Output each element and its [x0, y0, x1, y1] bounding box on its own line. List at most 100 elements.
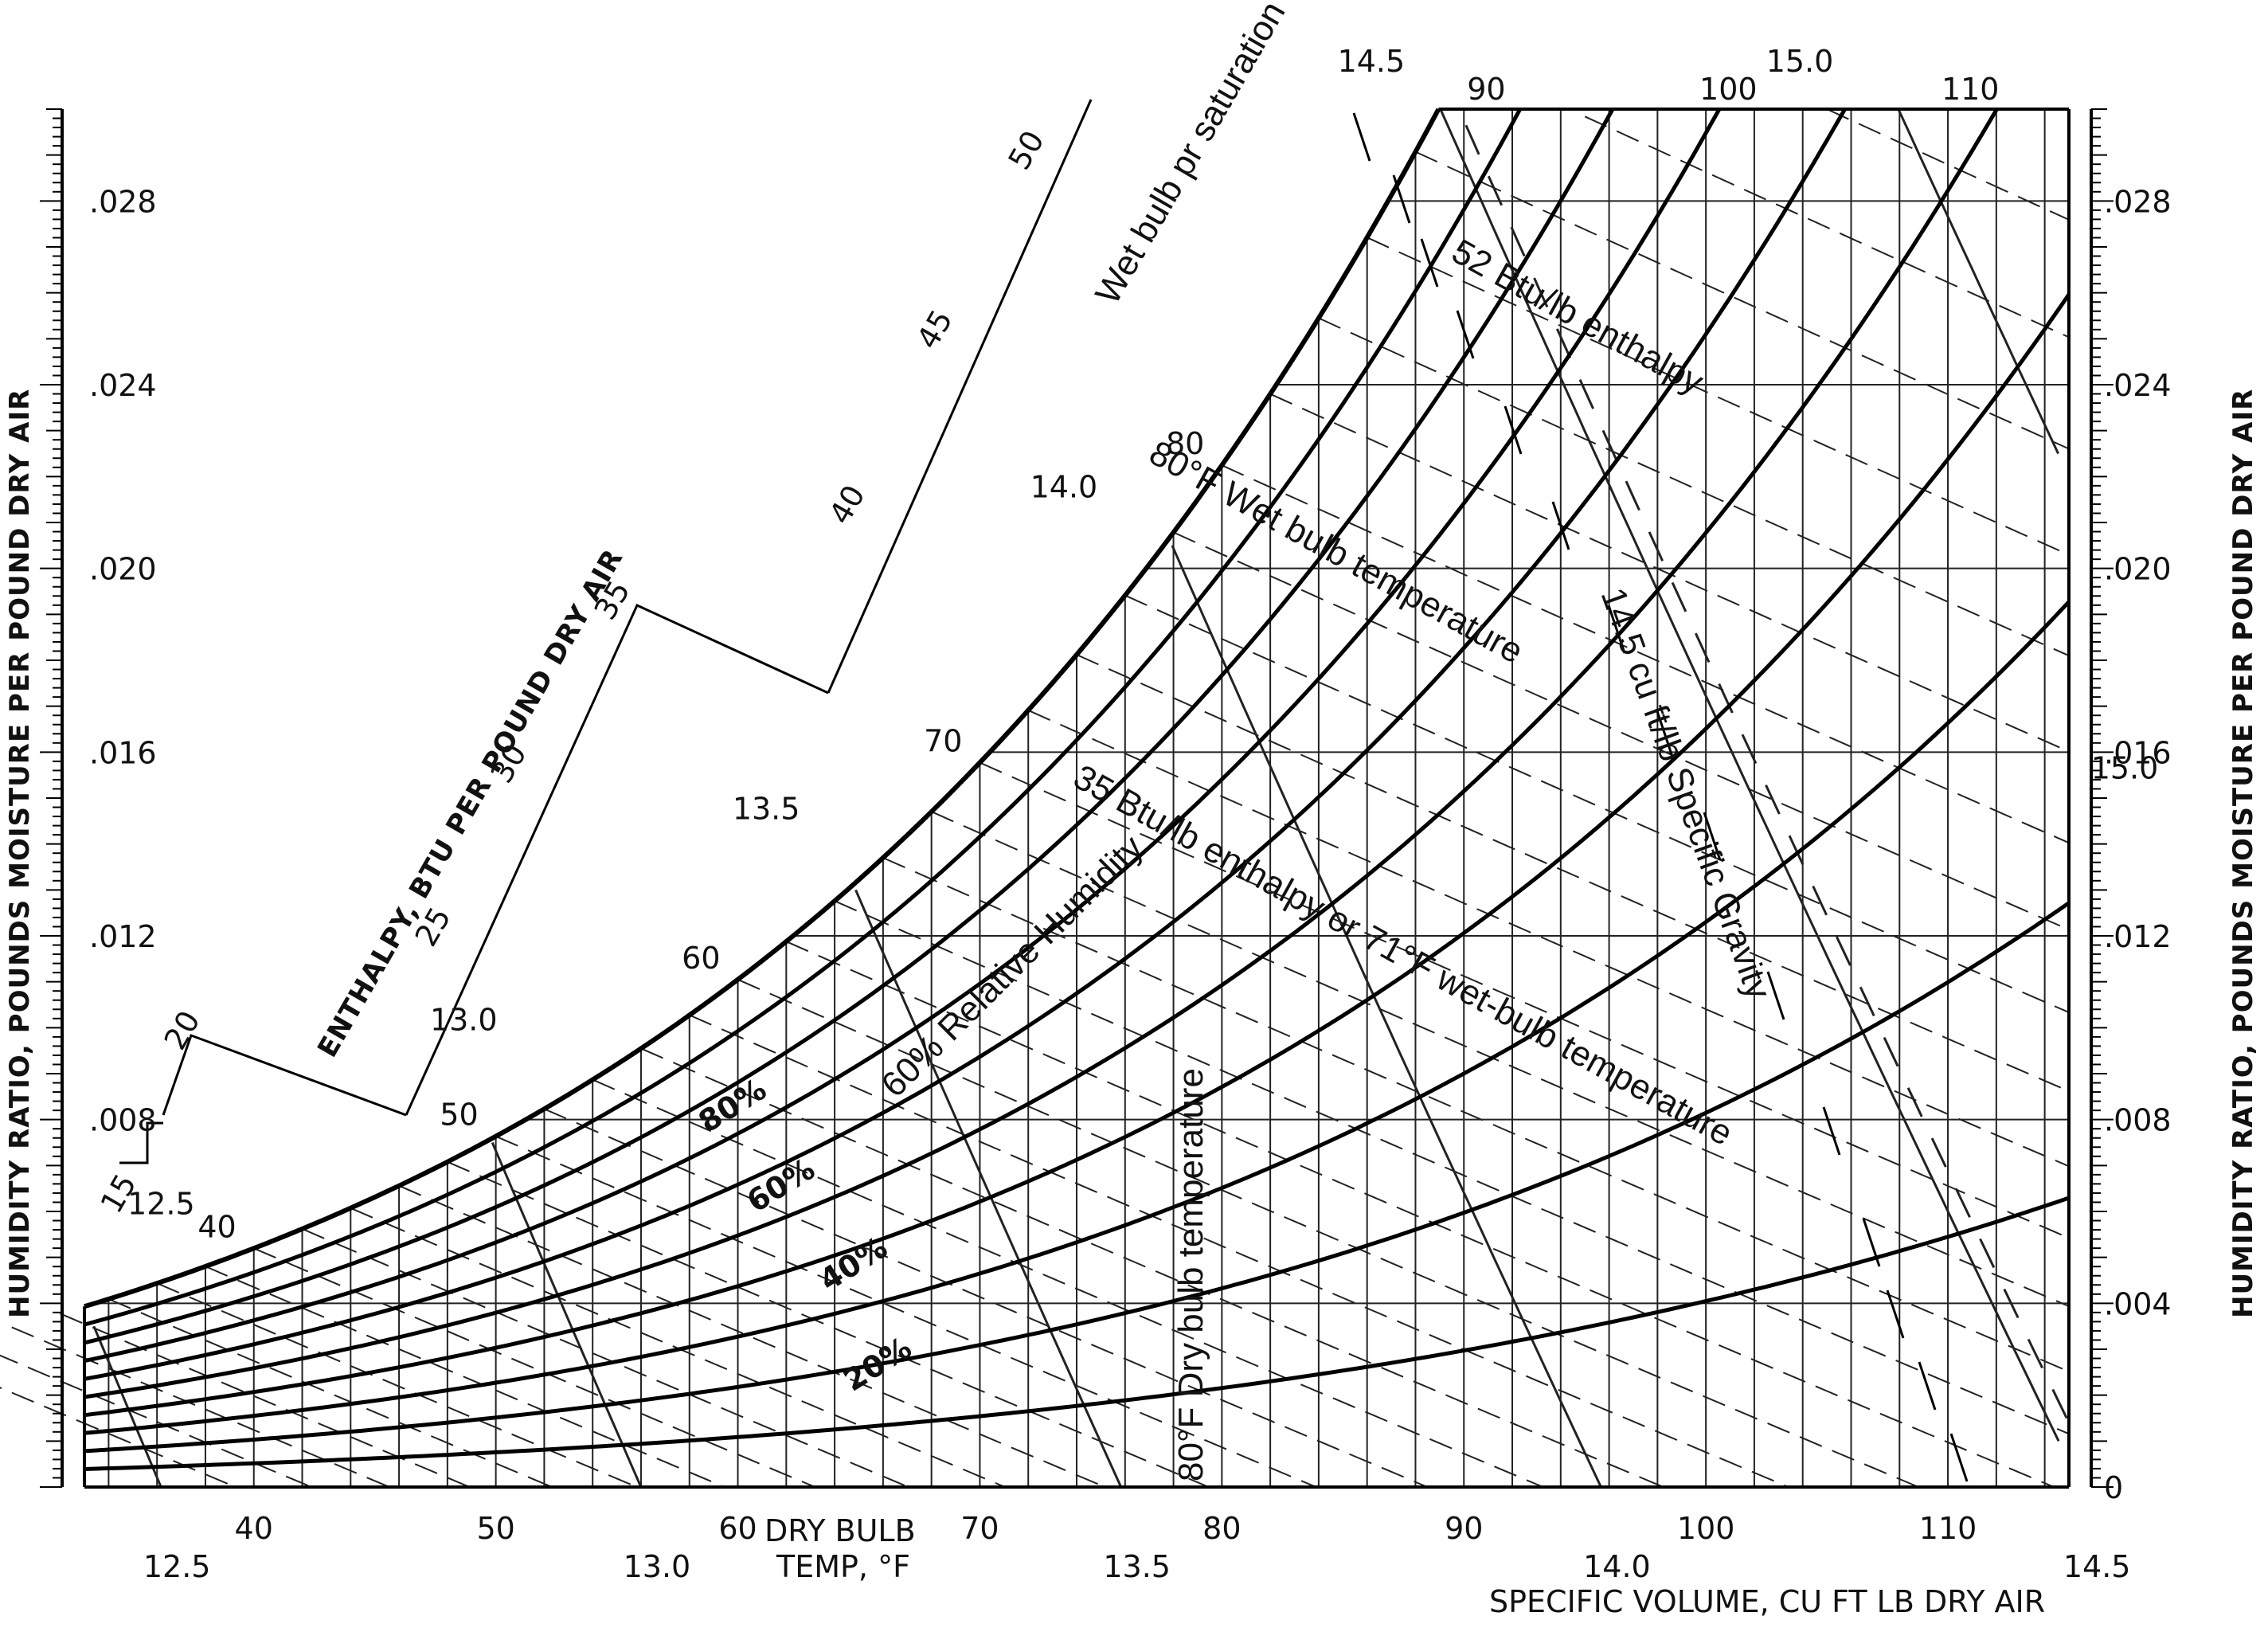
slash-mark: [1551, 501, 1570, 550]
wet-bulb-line: [737, 978, 1919, 1488]
wet-bulb-line: [1584, 115, 2070, 339]
wet-bulb-line: [11, 1326, 390, 1488]
wet-bulb-line: [1076, 654, 2070, 1092]
y-tick-left: .028: [89, 184, 157, 219]
volume-tick-bottom: 14.5: [2063, 1549, 2131, 1584]
rh-curve-30: [84, 600, 2071, 1435]
x-tick-label: 90: [1445, 1511, 1483, 1546]
specific-volume-line: [92, 1325, 162, 1488]
wet-bulb-line: [156, 1282, 638, 1488]
x-tick-label: 60: [718, 1511, 757, 1546]
wet-bulb-line: [1124, 594, 2070, 1014]
x-tick-label: 110: [1919, 1511, 1977, 1546]
rh-curves: [84, 108, 2071, 1471]
wet-bulb-line: [931, 811, 2070, 1308]
volume-tick-inline: 13.5: [733, 791, 800, 826]
slash-mark: [1655, 708, 1674, 757]
rh-curve-90: [84, 108, 1522, 1327]
wet-bulb-label: 40: [197, 1209, 236, 1244]
volume-tick-bottom: 13.5: [1103, 1549, 1171, 1584]
volume-tick-inline: 14.0: [1030, 470, 1098, 505]
y-tick-right: .028: [2104, 184, 2172, 219]
slash-mark: [1420, 238, 1439, 288]
slash-mark: [1607, 605, 1626, 654]
specific-volume-line: [1457, 108, 2068, 1419]
wet-bulb-label: 50: [440, 1098, 478, 1133]
wet-bulb-line: [253, 1247, 815, 1488]
slash-mark: [1949, 1433, 1969, 1482]
enthalpy-ruler: [827, 99, 1093, 694]
y-tick-right: .012: [2104, 919, 2172, 954]
x-tick-label: 70: [960, 1511, 999, 1546]
wet-bulb-line: [1027, 709, 2070, 1168]
wet-bulb-label: 80: [1166, 426, 1204, 461]
volume-tick-inline: 12.5: [127, 1186, 195, 1221]
wet-bulb-line: [1367, 237, 2070, 556]
specific-volume-line: [1439, 108, 2060, 1442]
y-tick-right: .020: [2104, 552, 2172, 587]
wet-bulb-line: [1221, 464, 2070, 844]
y-tick-right: 0: [2104, 1470, 2123, 1505]
wet-bulb-line: [834, 900, 2070, 1435]
specific-volume-line: [1171, 545, 1602, 1488]
wet-bulb-line: [640, 1047, 1664, 1488]
wet-bulb-line: [108, 1298, 553, 1488]
y-tick-left: .024: [89, 368, 157, 403]
rh-curve-10: [84, 1196, 2070, 1471]
volume-tick-bottom: 13.0: [624, 1549, 691, 1584]
x-tick-label: 40: [235, 1511, 273, 1546]
rh-curve-60: [84, 108, 1847, 1381]
annotation-drybulb80: 80°F Dry bulb temperature: [1171, 1068, 1210, 1481]
y-tick-right: .024: [2104, 368, 2172, 403]
wet-bulb-line: [60, 1313, 470, 1488]
enthalpy-ruler: [405, 604, 829, 1116]
slash-mark: [1918, 1361, 1937, 1411]
volume-tick-inline: 14.5: [1338, 44, 1406, 79]
wet-bulb-line: [447, 1160, 1210, 1488]
y-axis-title-right: HUMIDITY RATIO, POUNDS MOISTURE PER POUN…: [2227, 389, 2259, 1318]
wet-bulb-label: 70: [924, 723, 962, 758]
y-tick-left: .008: [89, 1103, 157, 1138]
wet-bulb-line: [882, 857, 2070, 1372]
slash-mark: [1822, 1106, 1841, 1156]
wet-bulb-line: [1415, 151, 2070, 450]
wet-bulb-line: [398, 1184, 1105, 1488]
slash-mark: [1886, 1289, 1905, 1339]
wet-bulb-line: [979, 761, 2070, 1239]
wet-bulb-line: [0, 1354, 312, 1488]
y-tick-left: .020: [89, 552, 157, 587]
volume-tick-bottom: 12.5: [143, 1549, 211, 1584]
rh-curve-70: [84, 108, 1722, 1364]
wet-bulb-line: [785, 941, 2055, 1488]
slash-mark: [1456, 310, 1475, 359]
wet-bulb-line: [350, 1207, 1006, 1488]
wet-bulb-label: 110: [1941, 72, 2000, 107]
y-tick-left: .012: [89, 919, 157, 954]
specific-volume-line: [1897, 108, 2059, 455]
volume-tick-inline: 15.0: [1766, 44, 1834, 79]
wet-bulb-line: [495, 1135, 1316, 1488]
axes: [40, 99, 2114, 1489]
y-tick-left: .016: [89, 735, 157, 770]
rh-curve-40: [84, 293, 2071, 1418]
enthalpy-ruler: [119, 1121, 163, 1164]
rh-curve-100: [84, 108, 1441, 1309]
wet-bulb-label: 100: [1699, 72, 1758, 107]
wet-bulb-line: [689, 1014, 1789, 1488]
y-tick-right: .004: [2104, 1286, 2172, 1321]
volume-tick-right: 15.0: [2091, 750, 2159, 785]
x-axis-title-line2: TEMP, °F: [776, 1549, 910, 1584]
x-tick-label: 100: [1677, 1511, 1735, 1546]
enthalpy-ruler: [162, 1034, 407, 1117]
slash-mark: [1352, 112, 1371, 162]
volume-tick-inline: 13.0: [430, 1003, 498, 1038]
wet-bulb-line: [544, 1108, 1428, 1488]
wet-bulb-line: [205, 1266, 725, 1488]
x-axis-title-line1: DRY BULB: [764, 1513, 916, 1548]
slash-mark: [1392, 174, 1411, 224]
rh-curve-20: [84, 901, 2071, 1454]
wet-bulb-line: [1318, 317, 2070, 657]
volume-tick-bottom: 14.0: [1583, 1549, 1651, 1584]
wet-bulb-line: [592, 1078, 1544, 1488]
